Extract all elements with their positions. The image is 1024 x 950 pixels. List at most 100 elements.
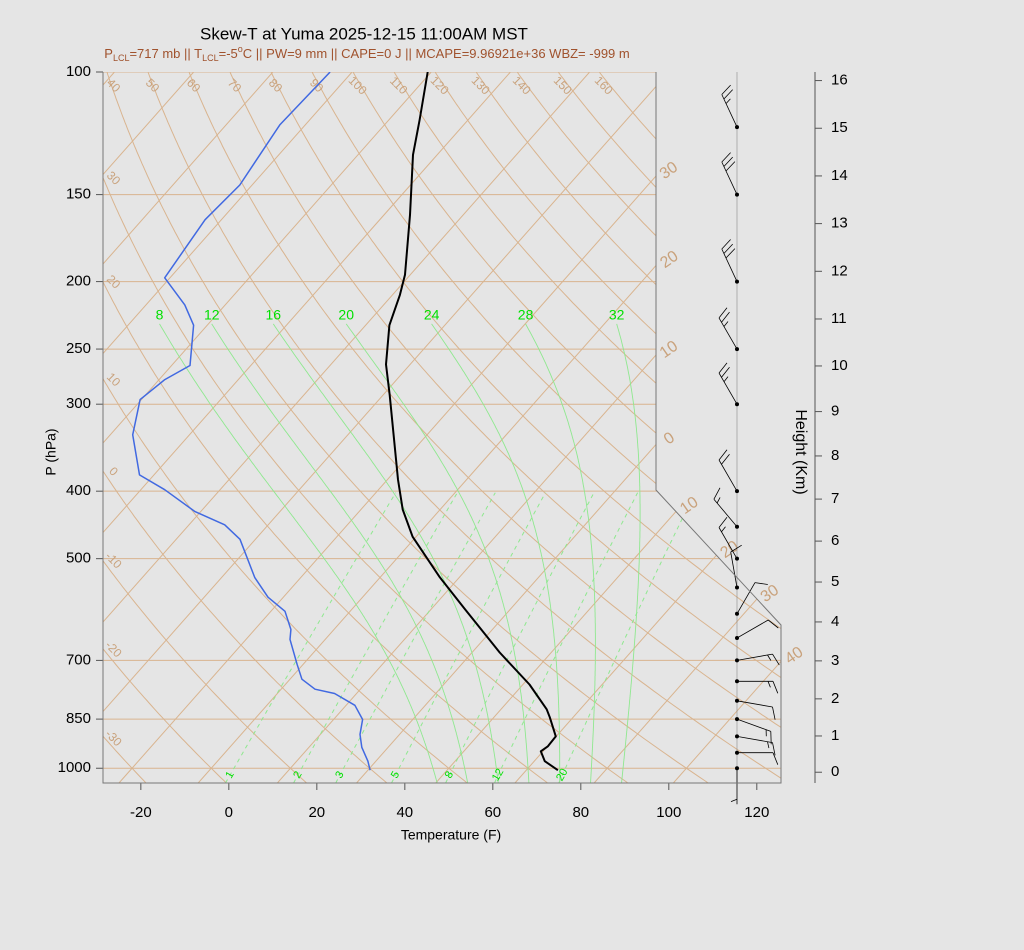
wind-level-dot <box>735 556 739 561</box>
wind-barb <box>718 307 738 350</box>
y2-tick-label: 6 <box>831 532 839 549</box>
x-tick-label: 80 <box>572 804 589 821</box>
isotherm <box>103 72 353 783</box>
y2-tick-label: 13 <box>831 215 848 232</box>
chart-subtitle: PLCL=717 mb || TLCL=-5oC || PW=9 mm || C… <box>104 44 629 63</box>
wind-barb <box>736 736 776 756</box>
wind-level-dot <box>735 698 739 703</box>
moist-adiabat <box>211 323 469 783</box>
moist-adiabat <box>616 323 641 783</box>
wind-level-dot <box>735 750 739 755</box>
moist-adiabat-label: 24 <box>424 307 440 323</box>
mixing-ratio-label: 3 <box>333 769 346 780</box>
y2-tick-label: 15 <box>831 119 848 136</box>
wind-barb <box>718 362 738 405</box>
y2-tick-label: 5 <box>831 573 839 590</box>
wind-barb <box>737 752 779 765</box>
profiles <box>131 72 559 772</box>
y-axis-label: P (hPa) <box>43 428 59 475</box>
wind-barb <box>718 449 738 492</box>
wind-barb <box>721 152 738 195</box>
dry-adiabat <box>516 72 781 783</box>
dry-adiabat <box>270 72 781 783</box>
moist-adiabat <box>272 323 499 783</box>
wind-level-dot <box>735 658 739 663</box>
wind-barb <box>736 582 768 614</box>
wind-barb <box>737 680 779 694</box>
y2-tick-label: 0 <box>831 763 839 780</box>
y-tick-label: 850 <box>66 710 91 727</box>
moist-adiabat-label: 28 <box>518 307 534 323</box>
y-tick-label: 700 <box>66 651 91 668</box>
moist-adiabat <box>431 323 561 783</box>
mixing-ratio-line <box>391 492 546 783</box>
x-tick-label: -20 <box>130 804 152 821</box>
dry-adiabat <box>311 72 781 783</box>
y2-tick-label: 10 <box>831 357 848 374</box>
wind-barb <box>718 517 738 559</box>
x-axis-label: Temperature (F) <box>401 827 501 843</box>
wind-level-dot <box>735 611 739 616</box>
isotherm <box>514 72 781 783</box>
wind-barb <box>736 653 780 666</box>
dry-adiabat <box>147 72 781 783</box>
y-tick-label: 500 <box>66 550 91 567</box>
mixing-ratio-label: 2 <box>291 769 304 780</box>
y-tick-label: 250 <box>66 340 91 357</box>
subtitle-sup: o <box>238 44 243 54</box>
y2-tick-label: 4 <box>831 613 839 630</box>
moist-adiabat-label: 16 <box>265 307 281 323</box>
plot-frame <box>102 72 782 784</box>
wind-level-dot <box>735 679 739 684</box>
subtitle-sub: LCL <box>113 53 130 63</box>
wind-barb <box>736 619 779 639</box>
dry-adiabat <box>103 72 227 783</box>
y2-tick-label: 9 <box>831 403 839 420</box>
y-tick-label: 100 <box>66 63 91 80</box>
y-tick-label: 300 <box>66 395 91 412</box>
wind-level-dot <box>735 585 739 590</box>
moist-adiabat-label: 8 <box>156 307 164 323</box>
y2-tick-label: 12 <box>831 262 848 279</box>
mixing-ratio-line <box>225 492 397 783</box>
dry-adiabat <box>103 72 548 783</box>
dry-adiabat <box>103 72 468 783</box>
wind-level-dot <box>735 734 739 739</box>
mixing-ratio-label: 1 <box>223 769 236 780</box>
y-tick-label: 1000 <box>58 759 91 776</box>
dry-adiabat <box>103 72 388 783</box>
isotherm <box>103 72 511 783</box>
wind-level-dot <box>735 766 739 771</box>
wind-level-dot <box>735 717 739 722</box>
subtitle-part: =-5 <box>219 46 238 61</box>
wind-level-dot <box>735 192 739 197</box>
x-tick-label: 40 <box>396 804 413 821</box>
x-tick-label: 20 <box>308 804 325 821</box>
plot-background <box>103 72 781 783</box>
moist-adiabat-label: 12 <box>204 307 220 323</box>
y-tick-label: 150 <box>66 186 91 203</box>
moist-adiabat <box>525 323 596 783</box>
mixing-ratio-label: 5 <box>389 769 402 780</box>
profile-line <box>131 72 371 771</box>
wind-level-dot <box>735 402 739 407</box>
wind-level-dot <box>735 125 739 130</box>
mixing-ratio-line <box>445 492 595 783</box>
isotherm <box>672 72 781 783</box>
y2-tick-label: 11 <box>831 310 847 327</box>
isotherm <box>103 72 432 783</box>
y2-tick-label: 8 <box>831 447 839 464</box>
y2-tick-label: 7 <box>831 490 839 507</box>
y2-tick-label: 2 <box>831 690 839 707</box>
wind-barb <box>736 718 772 745</box>
mixing-ratio-label: 12 <box>490 767 507 784</box>
dry-adiabat <box>229 72 781 783</box>
y2-tick-label: 16 <box>831 72 848 89</box>
x-tick-label: 60 <box>484 804 501 821</box>
subtitle-sub: LCL <box>202 53 219 63</box>
isotherm <box>593 72 781 783</box>
moist-adiabat <box>159 323 438 783</box>
y2-tick-label: 14 <box>831 167 848 184</box>
